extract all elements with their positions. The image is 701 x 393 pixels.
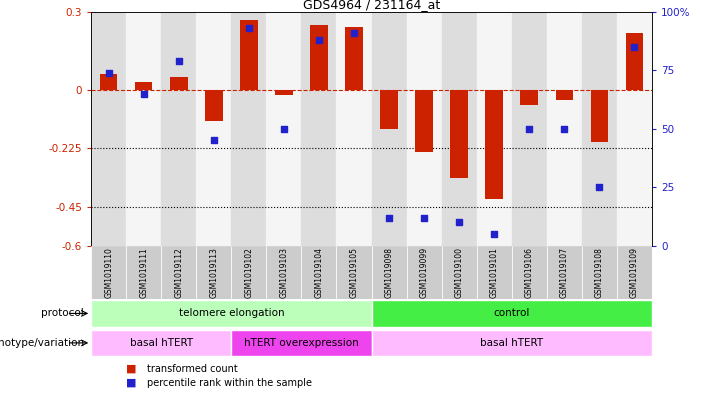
- Bar: [407, 12, 442, 246]
- Bar: [372, 330, 652, 356]
- Bar: [196, 12, 231, 246]
- Text: ■: ■: [126, 364, 137, 374]
- Point: [243, 25, 254, 31]
- Bar: [520, 90, 538, 105]
- Text: basal hTERT: basal hTERT: [130, 338, 193, 348]
- Bar: [512, 12, 547, 246]
- Bar: [590, 90, 608, 142]
- Bar: [231, 246, 266, 299]
- Text: GSM1019099: GSM1019099: [420, 247, 428, 298]
- Text: transformed count: transformed count: [147, 364, 238, 374]
- Point: [208, 137, 219, 143]
- Bar: [170, 77, 188, 90]
- Bar: [582, 12, 617, 246]
- Bar: [310, 25, 327, 90]
- Point: [524, 125, 535, 132]
- Bar: [547, 12, 582, 246]
- Text: GSM1019102: GSM1019102: [245, 247, 253, 298]
- Text: GSM1019104: GSM1019104: [315, 247, 323, 298]
- Bar: [336, 246, 372, 299]
- Point: [559, 125, 570, 132]
- Bar: [231, 330, 372, 356]
- Bar: [100, 74, 117, 90]
- Bar: [126, 246, 161, 299]
- Text: protocol: protocol: [41, 309, 84, 318]
- Text: GSM1019111: GSM1019111: [139, 247, 148, 298]
- Bar: [407, 246, 442, 299]
- Text: control: control: [494, 309, 530, 318]
- Bar: [442, 246, 477, 299]
- Bar: [161, 12, 196, 246]
- Text: GSM1019106: GSM1019106: [525, 247, 533, 298]
- Bar: [266, 246, 301, 299]
- Text: ■: ■: [126, 378, 137, 388]
- Bar: [91, 246, 126, 299]
- Bar: [301, 246, 336, 299]
- Bar: [625, 33, 643, 90]
- Bar: [126, 12, 161, 246]
- Bar: [91, 12, 126, 246]
- Bar: [450, 90, 468, 178]
- Bar: [547, 246, 582, 299]
- Bar: [205, 90, 223, 121]
- Bar: [135, 82, 153, 90]
- Point: [103, 70, 114, 76]
- Point: [348, 30, 360, 36]
- Bar: [372, 300, 652, 327]
- Bar: [336, 12, 372, 246]
- Text: GSM1019105: GSM1019105: [350, 247, 358, 298]
- Bar: [477, 246, 512, 299]
- Point: [418, 215, 430, 221]
- Text: basal hTERT: basal hTERT: [480, 338, 543, 348]
- Text: genotype/variation: genotype/variation: [0, 338, 84, 348]
- Bar: [617, 246, 652, 299]
- Title: GDS4964 / 231164_at: GDS4964 / 231164_at: [303, 0, 440, 11]
- Text: percentile rank within the sample: percentile rank within the sample: [147, 378, 312, 388]
- Point: [383, 215, 395, 221]
- Bar: [477, 12, 512, 246]
- Point: [278, 125, 290, 132]
- Bar: [196, 246, 231, 299]
- Bar: [231, 12, 266, 246]
- Point: [629, 44, 640, 50]
- Bar: [442, 12, 477, 246]
- Bar: [266, 12, 301, 246]
- Text: GSM1019110: GSM1019110: [104, 247, 113, 298]
- Bar: [415, 90, 433, 152]
- Point: [138, 90, 149, 97]
- Text: GSM1019112: GSM1019112: [175, 247, 183, 298]
- Bar: [345, 28, 363, 90]
- Bar: [240, 20, 258, 90]
- Bar: [485, 90, 503, 199]
- Bar: [91, 330, 231, 356]
- Bar: [381, 90, 398, 129]
- Bar: [582, 246, 617, 299]
- Bar: [556, 90, 573, 100]
- Point: [454, 219, 465, 225]
- Bar: [372, 12, 407, 246]
- Text: GSM1019103: GSM1019103: [280, 247, 288, 298]
- Text: GSM1019113: GSM1019113: [210, 247, 218, 298]
- Point: [313, 37, 325, 43]
- Text: GSM1019101: GSM1019101: [490, 247, 498, 298]
- Point: [594, 184, 605, 190]
- Point: [173, 58, 184, 64]
- Text: GSM1019109: GSM1019109: [630, 247, 639, 298]
- Text: hTERT overexpression: hTERT overexpression: [244, 338, 359, 348]
- Text: GSM1019100: GSM1019100: [455, 247, 463, 298]
- Bar: [91, 300, 372, 327]
- Text: GSM1019107: GSM1019107: [560, 247, 569, 298]
- Bar: [161, 246, 196, 299]
- Bar: [275, 90, 293, 95]
- Bar: [372, 246, 407, 299]
- Text: telomere elongation: telomere elongation: [179, 309, 284, 318]
- Bar: [512, 246, 547, 299]
- Bar: [301, 12, 336, 246]
- Bar: [617, 12, 652, 246]
- Point: [489, 231, 500, 237]
- Text: GSM1019098: GSM1019098: [385, 247, 393, 298]
- Text: GSM1019108: GSM1019108: [595, 247, 604, 298]
